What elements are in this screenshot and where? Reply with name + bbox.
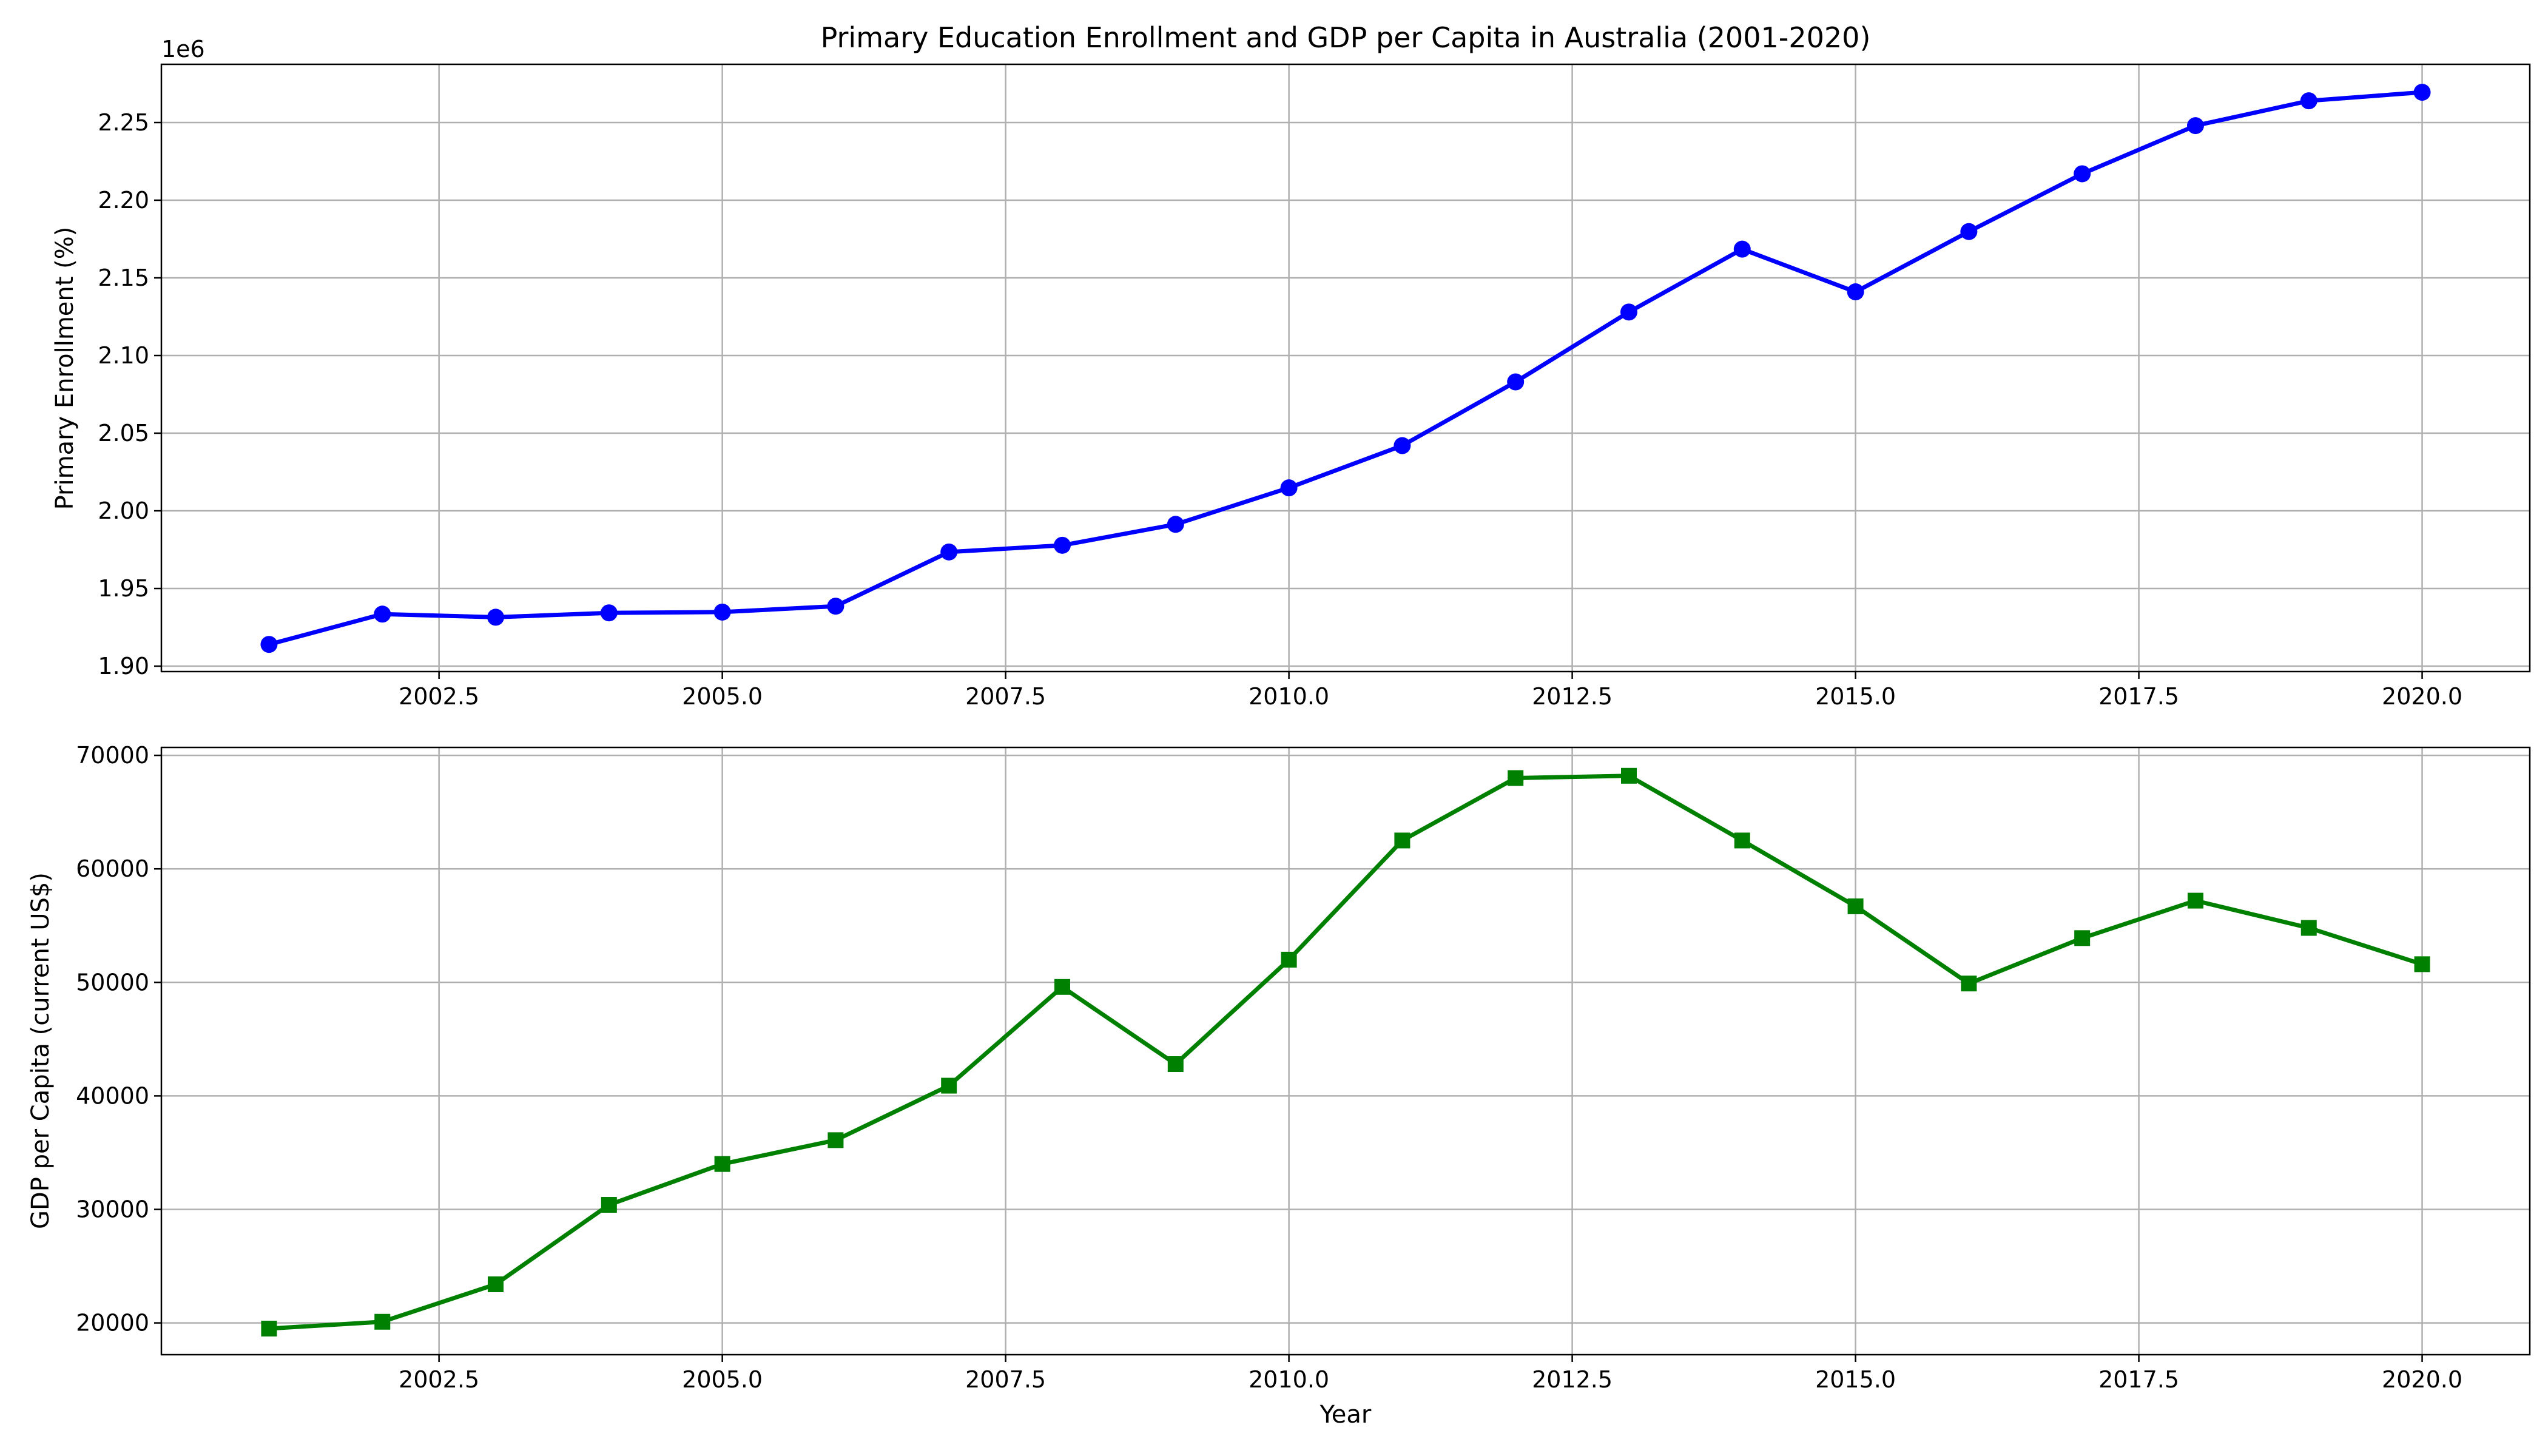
p0-data-point [600, 604, 618, 622]
p1-x-tick-label: 2017.5 [2098, 1366, 2179, 1393]
p0-data-point [2413, 84, 2431, 101]
p0-data-point [487, 608, 505, 626]
p0-y-tick-label: 2.05 [98, 420, 149, 447]
p1-data-point [2414, 956, 2430, 972]
enrollment-panel: 2002.5 2005.0 2007.5 2010.0 2012.5 2015.0 2017… [98, 63, 2531, 710]
y-offset-label: 1e6 [161, 36, 205, 62]
p1-data-point [1961, 976, 1977, 992]
p0-data-point [1394, 437, 1411, 454]
p1-data-point [1167, 1056, 1184, 1073]
gdp-panel: 2002.5 2005.0 2007.5 2010.0 2012.5 2015.0 2017… [76, 742, 2531, 1393]
p0-y-tick-label: 2.15 [98, 265, 149, 291]
p1-y-tick-label: 60000 [76, 855, 149, 882]
p1-data-point [714, 1156, 730, 1172]
p0-data-point [260, 636, 278, 653]
p0-data-point [2300, 92, 2317, 110]
p0-y-tick-label: 2.00 [98, 497, 149, 524]
p1-data-point [1508, 770, 1524, 786]
p1-x-tick-label: 2002.5 [399, 1366, 479, 1393]
p0-x-tick-label: 2017.5 [2098, 683, 2179, 710]
p1-data-point [374, 1313, 391, 1330]
p0-data-point [1280, 479, 1298, 497]
p0-x-tick-label: 2012.5 [1532, 683, 1613, 710]
p0-x-tick-label: 2002.5 [399, 683, 479, 710]
p1-x-tick-label: 2005.0 [682, 1366, 763, 1393]
p1-plot-frame [160, 746, 2531, 1356]
p0-data-point [2186, 117, 2204, 135]
p0-data-point [940, 543, 958, 561]
p0-y-tick-label: 1.95 [98, 575, 149, 602]
p1-data-point [261, 1320, 277, 1336]
p0-data-point [1620, 303, 1637, 321]
p1-data-point [2187, 892, 2203, 909]
p0-data-point [1054, 536, 1071, 554]
p1-y-tick-label: 20000 [76, 1310, 149, 1336]
p1-data-point [941, 1077, 957, 1094]
p0-data-point [2074, 165, 2091, 183]
p1-x-tick-label: 2020.0 [2382, 1366, 2462, 1393]
y-axis-label-gdp: GDP per Capita (current US$) [27, 872, 55, 1229]
p1-data-point [1734, 832, 1750, 849]
p1-data-point [488, 1276, 504, 1292]
chart-title: Primary Education Enrollment and GDP per… [821, 21, 1871, 54]
p1-data-point [827, 1132, 844, 1148]
p1-y-tick-label: 30000 [76, 1196, 149, 1223]
p0-y-tick-label: 2.25 [98, 109, 149, 136]
p1-data-point [2300, 920, 2317, 936]
y-axis-label-enrollment: Primary Enrollment (%) [51, 227, 79, 510]
p0-x-tick-label: 2020.0 [2382, 683, 2462, 710]
p0-y-tick-label: 2.20 [98, 187, 149, 214]
p1-data-point [601, 1197, 617, 1213]
p1-x-tick-label: 2015.0 [1815, 1366, 1896, 1393]
p1-data-point [1281, 951, 1297, 968]
x-axis-label: Year [1320, 1401, 1372, 1429]
p1-y-tick-label: 70000 [76, 742, 149, 769]
p0-data-point [1733, 240, 1751, 258]
p1-x-tick-label: 2010.0 [1249, 1366, 1329, 1393]
p1-data-point [2074, 930, 2091, 946]
p0-data-point [1507, 373, 1525, 391]
p0-data-point [713, 603, 731, 621]
p0-data-point [1847, 283, 1864, 301]
p0-data-point [374, 605, 391, 623]
p0-x-tick-label: 2010.0 [1249, 683, 1329, 710]
p1-data-point [1847, 898, 1864, 914]
p1-data-point [1054, 979, 1071, 995]
p0-series-line [268, 90, 2422, 647]
p1-x-tick-label: 2007.5 [965, 1366, 1046, 1393]
p1-series-line [269, 774, 2423, 1331]
p1-y-tick-label: 40000 [76, 1082, 149, 1109]
p0-x-tick-label: 2005.0 [682, 683, 763, 710]
p0-y-tick-label: 2.10 [98, 342, 149, 369]
p0-data-point [1167, 516, 1184, 533]
p0-data-point [827, 598, 844, 615]
p1-data-point [1620, 767, 1637, 784]
p1-x-tick-label: 2012.5 [1532, 1366, 1613, 1393]
p0-x-tick-label: 2007.5 [965, 683, 1046, 710]
p0-plot-frame [160, 63, 2531, 673]
p0-x-tick-label: 2015.0 [1815, 683, 1896, 710]
p0-data-point [1960, 223, 1978, 240]
p1-data-point [1394, 832, 1410, 849]
p1-y-tick-label: 50000 [76, 969, 149, 996]
p0-y-tick-label: 1.90 [98, 653, 149, 679]
